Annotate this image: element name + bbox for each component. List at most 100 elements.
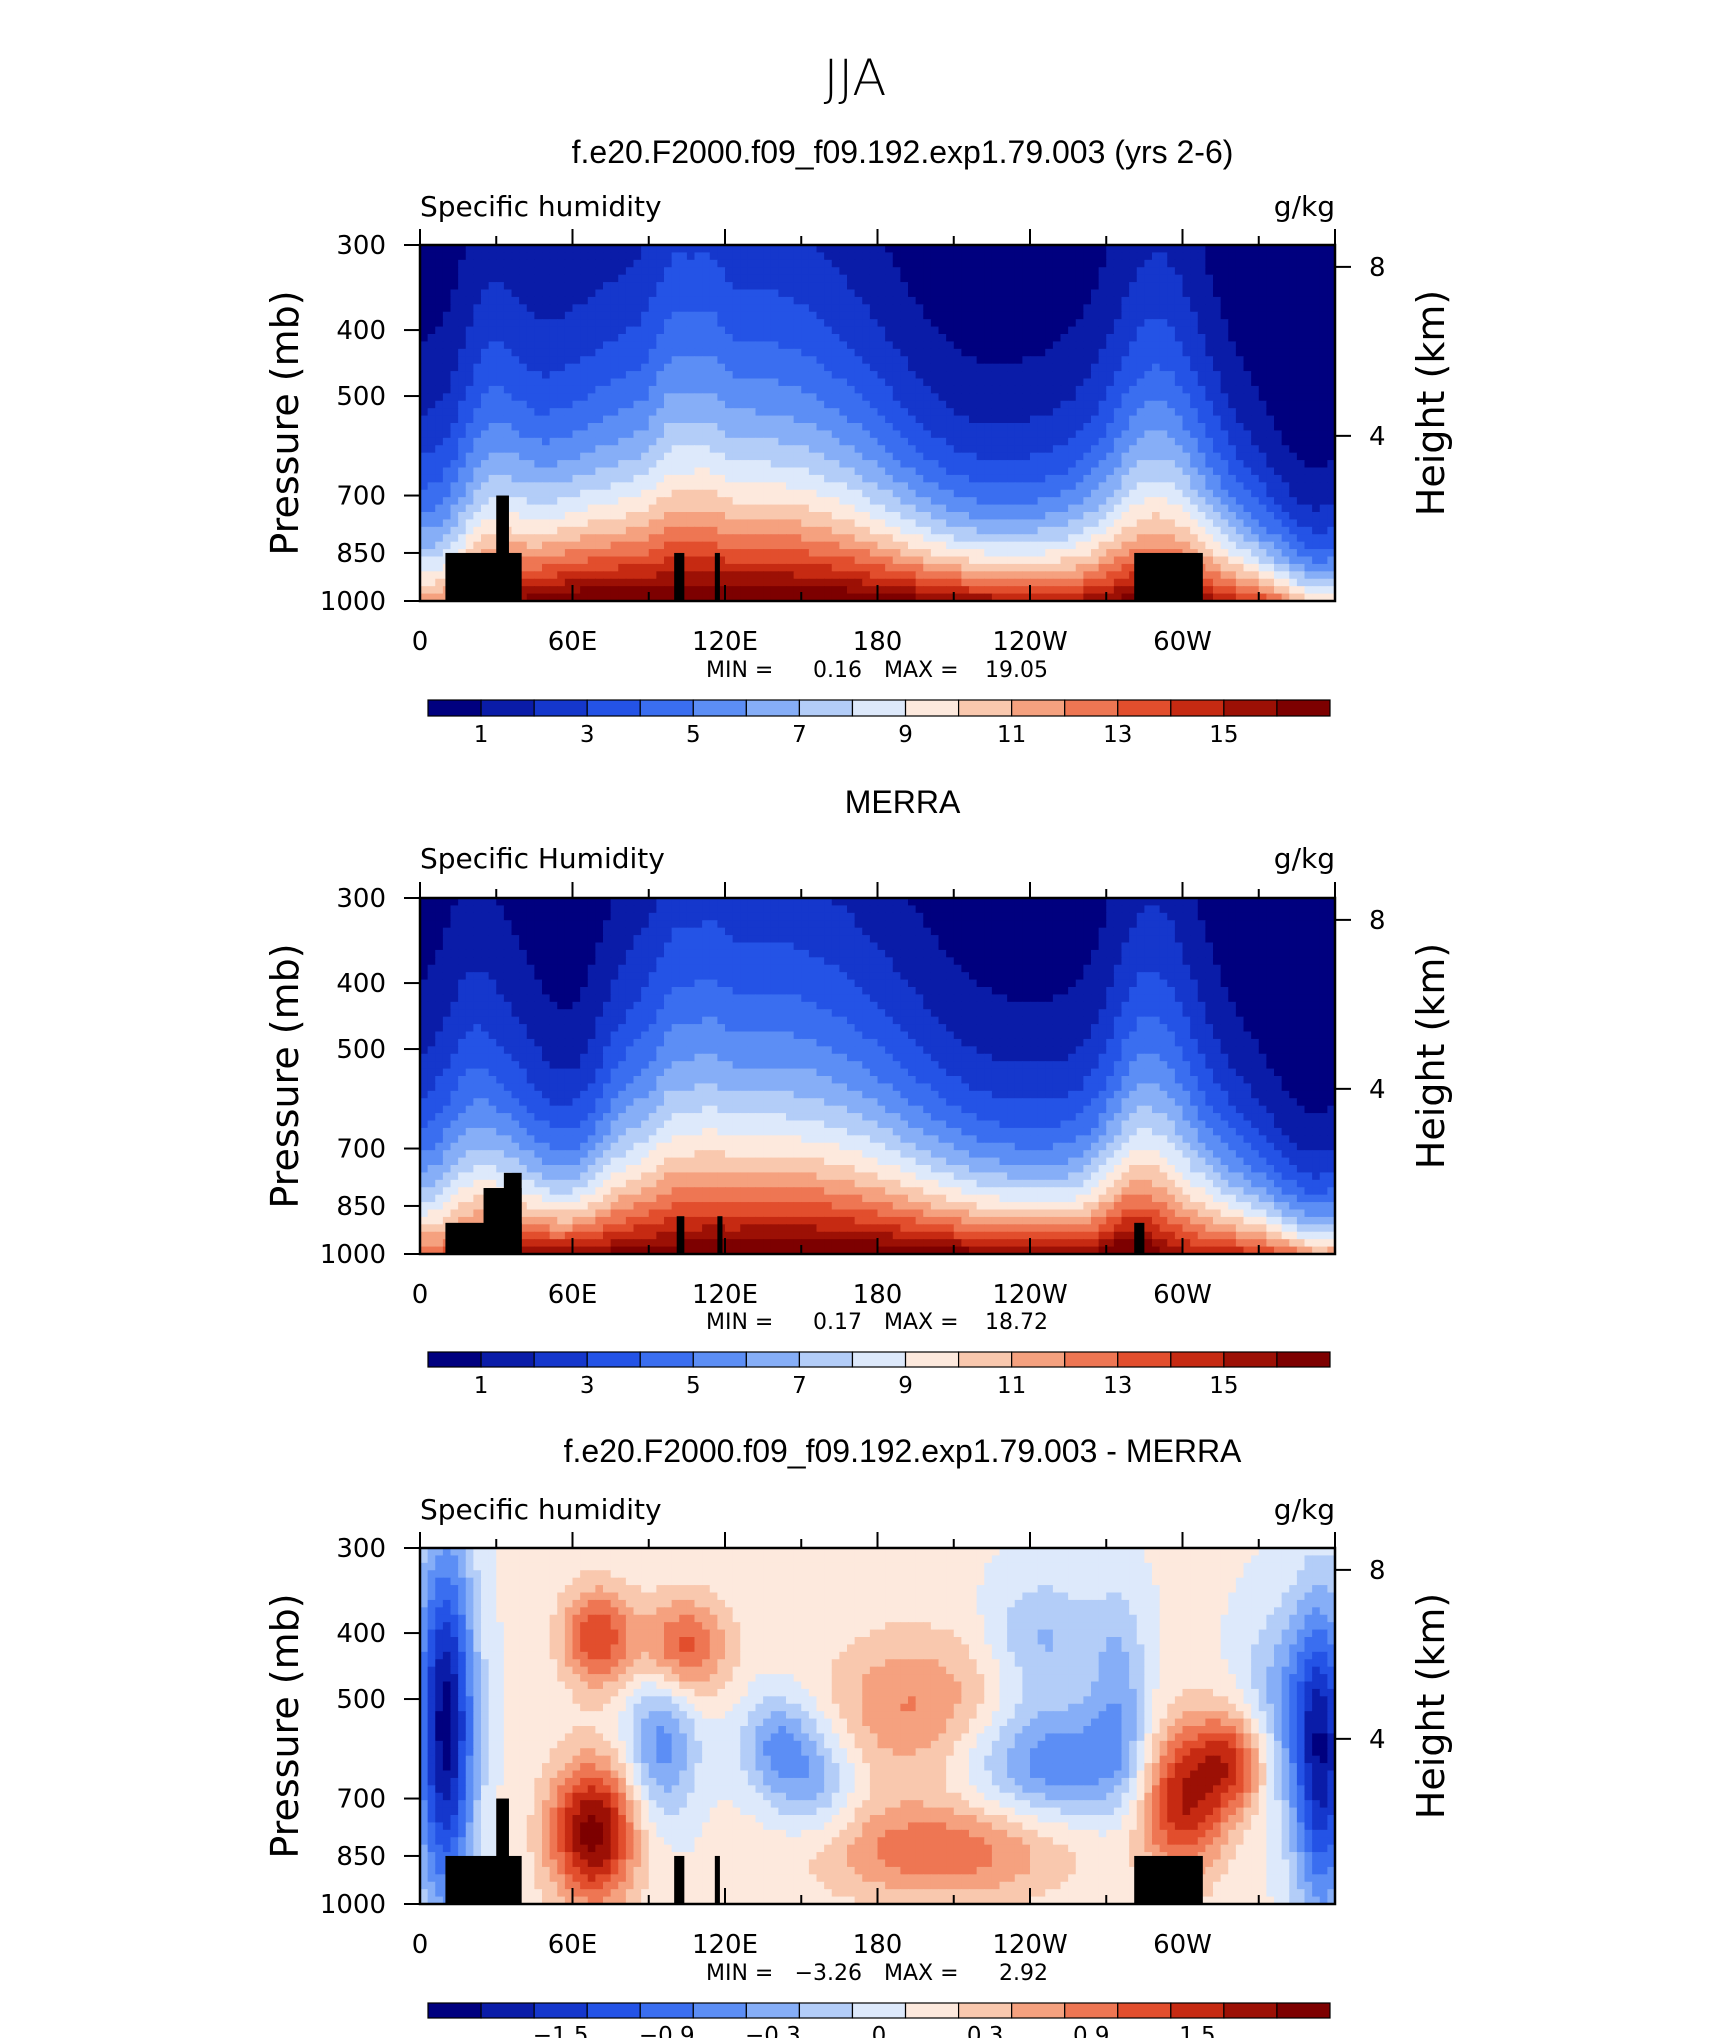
heatmap-cell [694,400,703,409]
heatmap-cell [1274,267,1283,276]
heatmap-cell [908,311,917,320]
heatmap-cell [1159,274,1168,283]
heatmap-cell [969,534,978,543]
heatmap-cell [1304,356,1313,365]
heatmap-cell [458,497,467,506]
heatmap-cell [686,534,696,543]
heatmap-cell [1327,452,1336,461]
heatmap-cell [1068,474,1077,483]
heatmap-cell [1014,482,1023,491]
heatmap-cell [1220,274,1229,283]
heatmap-cell [869,311,879,320]
heatmap-cell [641,452,650,461]
heatmap-cell [1091,334,1100,343]
heatmap-cell [793,489,802,498]
heatmap-cell [869,348,879,357]
heatmap-cell [633,482,642,491]
heatmap-cell [549,504,558,513]
heatmap-cell [1083,504,1092,513]
heatmap-cell [1251,423,1260,432]
heatmap-cell [877,304,886,313]
heatmap-cell [1266,282,1275,291]
heatmap-cell [427,489,436,498]
heatmap-cell [1213,541,1222,550]
heatmap-cell [1037,541,1046,550]
heatmap-cell [969,445,978,454]
heatmap-cell [1136,363,1145,372]
heatmap-cell [725,408,734,417]
heatmap-cell [465,296,474,305]
heatmap-cell [1159,304,1168,313]
heatmap-cell [1068,526,1077,535]
heatmap-cell [991,385,1001,394]
heatmap-cell [580,526,589,535]
heatmap-cell [1030,348,1039,357]
heatmap-cell [786,296,795,305]
heatmap-cell [442,467,452,476]
heatmap-cell [1281,519,1290,528]
heatmap-cell [1030,512,1039,521]
heatmap-cell [1060,482,1069,491]
heatmap-cell [1052,274,1062,283]
heatmap-cell [702,282,711,291]
heatmap-cell [953,326,962,335]
heatmap-cell [732,430,741,439]
heatmap-cell [732,385,741,394]
heatmap-cell [786,393,795,402]
heatmap-cell [648,326,657,335]
heatmap-cell [1045,460,1054,469]
heatmap-cell [747,378,757,387]
heatmap-cell [1113,252,1123,261]
heatmap-cell [869,482,879,491]
heatmap-cell [1281,326,1290,335]
heatmap-cell [1144,423,1153,432]
heatmap-cell [732,363,741,372]
heatmap-cell [526,311,535,320]
heatmap-cell [610,519,619,528]
heatmap-cell [1014,252,1023,261]
heatmap-cell [1182,467,1191,476]
heatmap-cell [961,326,970,335]
heatmap-cell [473,289,482,298]
heatmap-cell [1243,504,1252,513]
heatmap-cell [664,430,673,439]
heatmap-cell [1083,385,1092,394]
heatmap-cell [717,437,726,446]
heatmap-cell [435,512,444,521]
heatmap-cell [938,460,947,469]
heatmap-cell [755,319,764,328]
heatmap-cell [915,289,924,298]
heatmap-cell [702,430,711,439]
heatmap-cell [686,497,696,506]
heatmap-cell [755,549,764,558]
heatmap-cell [511,452,520,461]
heatmap-cell [1159,326,1168,335]
heatmap-cell [709,304,718,313]
heatmap-cell [427,289,436,298]
heatmap-cell [984,400,993,409]
heatmap-cell [1274,348,1283,357]
heatmap-cell [984,259,993,268]
heatmap-cell [1030,378,1039,387]
heatmap-cell [1144,267,1153,276]
heatmap-cell [679,252,688,261]
heatmap-cell [1312,245,1321,254]
heatmap-cell [473,474,482,483]
heatmap-cell [1182,437,1191,446]
heatmap-cell [580,334,589,343]
heatmap-cell [747,385,757,394]
heatmap-cell [1091,282,1100,291]
heatmap-cell [1289,252,1298,261]
heatmap-cell [740,282,749,291]
heatmap-cell [1052,341,1062,350]
heatmap-cell [1327,296,1336,305]
heatmap-cell [580,245,589,254]
heatmap-cell [1190,334,1199,343]
heatmap-cell [740,437,749,446]
heatmap-cell [702,489,711,498]
heatmap-cell [885,252,894,261]
heatmap-cell [1197,289,1206,298]
heatmap-cell [892,445,901,454]
heatmap-cell [793,267,802,276]
heatmap-cell [473,467,482,476]
